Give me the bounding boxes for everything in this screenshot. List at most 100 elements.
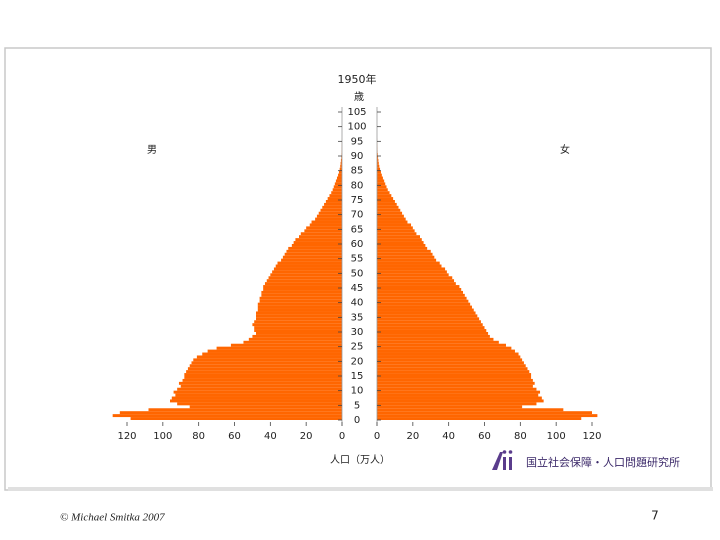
- bar: [377, 405, 523, 409]
- bar: [377, 367, 528, 371]
- bar: [377, 381, 535, 385]
- bar: [173, 390, 342, 394]
- bar: [331, 191, 342, 195]
- bar: [377, 390, 541, 394]
- bar: [377, 235, 420, 239]
- bar: [277, 261, 342, 265]
- bar: [377, 302, 471, 306]
- bar: [309, 223, 342, 227]
- bar: [189, 364, 342, 368]
- bar: [299, 235, 342, 239]
- x-tick-label: 120: [582, 431, 601, 442]
- bar: [377, 305, 472, 309]
- bar: [112, 414, 343, 418]
- bar: [377, 158, 379, 162]
- bar: [377, 167, 381, 171]
- x-tick-label: 80: [192, 431, 205, 442]
- bar: [264, 282, 342, 286]
- y-tick-label: 50: [351, 268, 364, 279]
- bar: [377, 334, 490, 338]
- bar: [377, 332, 489, 335]
- bar: [377, 402, 537, 406]
- bar: [377, 352, 519, 356]
- left-series-label: 男: [147, 144, 157, 156]
- bar: [377, 191, 390, 195]
- bar: [272, 270, 342, 274]
- bar: [377, 314, 478, 318]
- bar: [207, 349, 342, 353]
- y-axis-label: 歳: [354, 91, 364, 103]
- x-tick-label: 0: [374, 431, 380, 442]
- bar: [334, 182, 342, 186]
- bar: [286, 249, 342, 253]
- x-tick-label: 60: [478, 431, 491, 442]
- bar: [263, 288, 342, 291]
- bar: [291, 244, 342, 247]
- bar: [377, 264, 442, 268]
- bar: [377, 258, 437, 262]
- bar: [377, 194, 392, 198]
- bar: [275, 264, 342, 268]
- bar: [377, 378, 533, 382]
- bar: [340, 164, 342, 168]
- bar: [329, 194, 342, 198]
- bar: [377, 282, 456, 286]
- bar: [377, 261, 440, 265]
- y-tick-label: 40: [351, 298, 364, 309]
- y-tick-label: 20: [351, 356, 364, 367]
- x-tick-label: 20: [406, 431, 419, 442]
- bar: [248, 337, 342, 341]
- bar: [171, 396, 342, 400]
- bar: [377, 311, 476, 315]
- bar: [377, 161, 379, 165]
- bar: [377, 273, 449, 277]
- bar: [256, 317, 342, 321]
- x-axis-label: 人口（万人）: [330, 454, 390, 466]
- bar: [261, 293, 342, 297]
- x-tick-label: 40: [442, 431, 455, 442]
- bar: [282, 255, 342, 259]
- bar: [377, 211, 403, 215]
- bar: [377, 370, 530, 374]
- bar: [377, 173, 382, 177]
- bar: [320, 208, 342, 212]
- bar: [377, 244, 426, 247]
- bar: [377, 326, 485, 330]
- bar: [377, 276, 453, 280]
- bar: [178, 381, 342, 385]
- y-tick-label: 65: [351, 224, 364, 235]
- bar: [377, 340, 499, 344]
- bar: [254, 320, 342, 324]
- bar: [196, 355, 342, 359]
- bar: [340, 158, 342, 162]
- bar: [377, 337, 494, 341]
- bar: [377, 343, 506, 347]
- bar: [377, 396, 542, 400]
- bar: [257, 305, 342, 309]
- bar: [184, 373, 342, 376]
- bar: [322, 205, 342, 209]
- bar: [293, 241, 342, 244]
- bar: [377, 317, 480, 321]
- bar: [377, 208, 401, 212]
- bar: [377, 270, 447, 274]
- page-number: 7: [651, 509, 659, 523]
- bar: [377, 202, 397, 206]
- bar: [243, 340, 342, 344]
- bar: [377, 246, 428, 250]
- bar: [377, 296, 467, 300]
- bar: [259, 299, 342, 303]
- bar: [377, 226, 413, 230]
- bar: [377, 361, 524, 365]
- bar: [377, 364, 526, 368]
- bar: [295, 238, 342, 242]
- logo-icon: [492, 450, 513, 470]
- bar: [377, 355, 521, 359]
- bar: [306, 226, 342, 230]
- bar: [377, 279, 455, 283]
- bar: [377, 156, 379, 159]
- bar: [189, 405, 342, 409]
- bar: [193, 358, 342, 362]
- bar: [377, 358, 523, 362]
- bar: [377, 182, 386, 186]
